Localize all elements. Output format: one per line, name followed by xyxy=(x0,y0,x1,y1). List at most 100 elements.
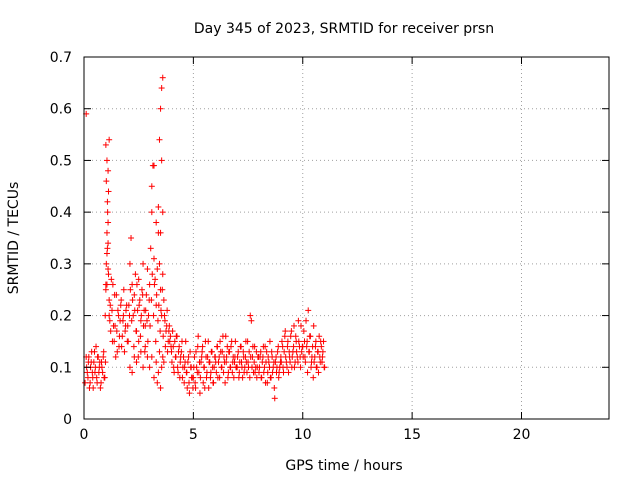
data-point xyxy=(125,338,132,345)
data-point xyxy=(154,317,161,324)
data-point xyxy=(94,353,101,360)
data-point xyxy=(93,343,100,350)
data-point xyxy=(153,359,160,366)
data-point xyxy=(162,343,169,350)
data-point xyxy=(153,219,160,226)
data-point xyxy=(200,379,207,386)
data-point xyxy=(105,219,112,226)
data-point xyxy=(230,374,237,381)
data-point xyxy=(306,333,313,340)
y-tick-label: 0.5 xyxy=(50,153,72,169)
data-point xyxy=(168,348,175,355)
data-point xyxy=(221,359,228,366)
data-point xyxy=(278,359,285,366)
data-point xyxy=(292,333,299,340)
data-point xyxy=(241,369,248,376)
data-point xyxy=(105,266,112,273)
data-point xyxy=(246,374,253,381)
data-point xyxy=(265,353,272,360)
data-point xyxy=(208,348,215,355)
data-point xyxy=(266,364,273,371)
data-point xyxy=(122,328,129,335)
data-point xyxy=(164,307,171,314)
data-point xyxy=(157,384,164,391)
data-point xyxy=(129,369,136,376)
data-point xyxy=(103,250,110,257)
data-point xyxy=(294,359,301,366)
data-point xyxy=(295,317,302,324)
data-point xyxy=(196,359,203,366)
data-point xyxy=(91,348,98,355)
data-point xyxy=(231,359,238,366)
data-point xyxy=(98,379,105,386)
data-point xyxy=(212,359,219,366)
data-point xyxy=(151,255,157,262)
data-point xyxy=(124,322,131,329)
data-point xyxy=(150,312,157,319)
data-point xyxy=(144,317,150,324)
data-point xyxy=(115,312,122,319)
data-point xyxy=(281,348,288,355)
data-point xyxy=(116,333,123,340)
data-point xyxy=(155,369,162,376)
data-point xyxy=(155,302,162,309)
data-point xyxy=(193,348,199,355)
data-point xyxy=(182,359,189,366)
data-point xyxy=(317,338,324,345)
data-point xyxy=(273,364,280,371)
data-point xyxy=(84,369,91,376)
data-point xyxy=(213,369,220,376)
data-point xyxy=(104,198,111,205)
data-point xyxy=(142,307,149,314)
data-point xyxy=(285,369,292,376)
data-point xyxy=(217,338,224,345)
data-point xyxy=(238,343,245,350)
data-point xyxy=(308,353,315,360)
data-point xyxy=(225,348,232,355)
data-point xyxy=(288,328,295,335)
data-point xyxy=(132,271,139,278)
data-point xyxy=(152,338,159,345)
data-point xyxy=(258,374,265,381)
x-tick-label: 0 xyxy=(80,427,89,443)
data-point xyxy=(315,369,322,376)
data-point xyxy=(264,379,271,386)
data-point xyxy=(168,359,175,366)
data-point xyxy=(137,348,144,355)
data-point xyxy=(85,353,92,360)
data-point xyxy=(263,348,270,355)
data-point xyxy=(112,353,119,360)
data-point xyxy=(89,369,96,376)
data-point xyxy=(191,353,198,360)
data-point xyxy=(154,266,161,273)
data-point xyxy=(190,374,197,381)
y-tick-label: 0 xyxy=(63,412,72,428)
data-point xyxy=(156,260,163,267)
data-point xyxy=(137,317,144,324)
data-point xyxy=(312,343,319,350)
data-point xyxy=(158,307,164,314)
data-point xyxy=(163,322,170,329)
data-point xyxy=(319,348,326,355)
data-point xyxy=(161,312,168,319)
chart-title: Day 345 of 2023, SRMTID for receiver prs… xyxy=(194,21,494,37)
data-point xyxy=(200,364,207,371)
data-point xyxy=(219,348,226,355)
data-point xyxy=(243,359,250,366)
data-point xyxy=(295,338,302,345)
data-point xyxy=(112,322,119,329)
data-point xyxy=(280,369,287,376)
data-point xyxy=(102,286,109,293)
data-point xyxy=(93,374,100,381)
data-point xyxy=(128,235,135,241)
data-points xyxy=(82,74,328,402)
data-point xyxy=(267,374,274,381)
data-point xyxy=(257,348,264,355)
data-point xyxy=(304,369,311,376)
data-point xyxy=(133,359,140,366)
data-point xyxy=(300,328,307,335)
data-point xyxy=(310,322,317,329)
data-point xyxy=(159,271,166,278)
data-point xyxy=(195,333,202,340)
data-point xyxy=(103,229,110,236)
